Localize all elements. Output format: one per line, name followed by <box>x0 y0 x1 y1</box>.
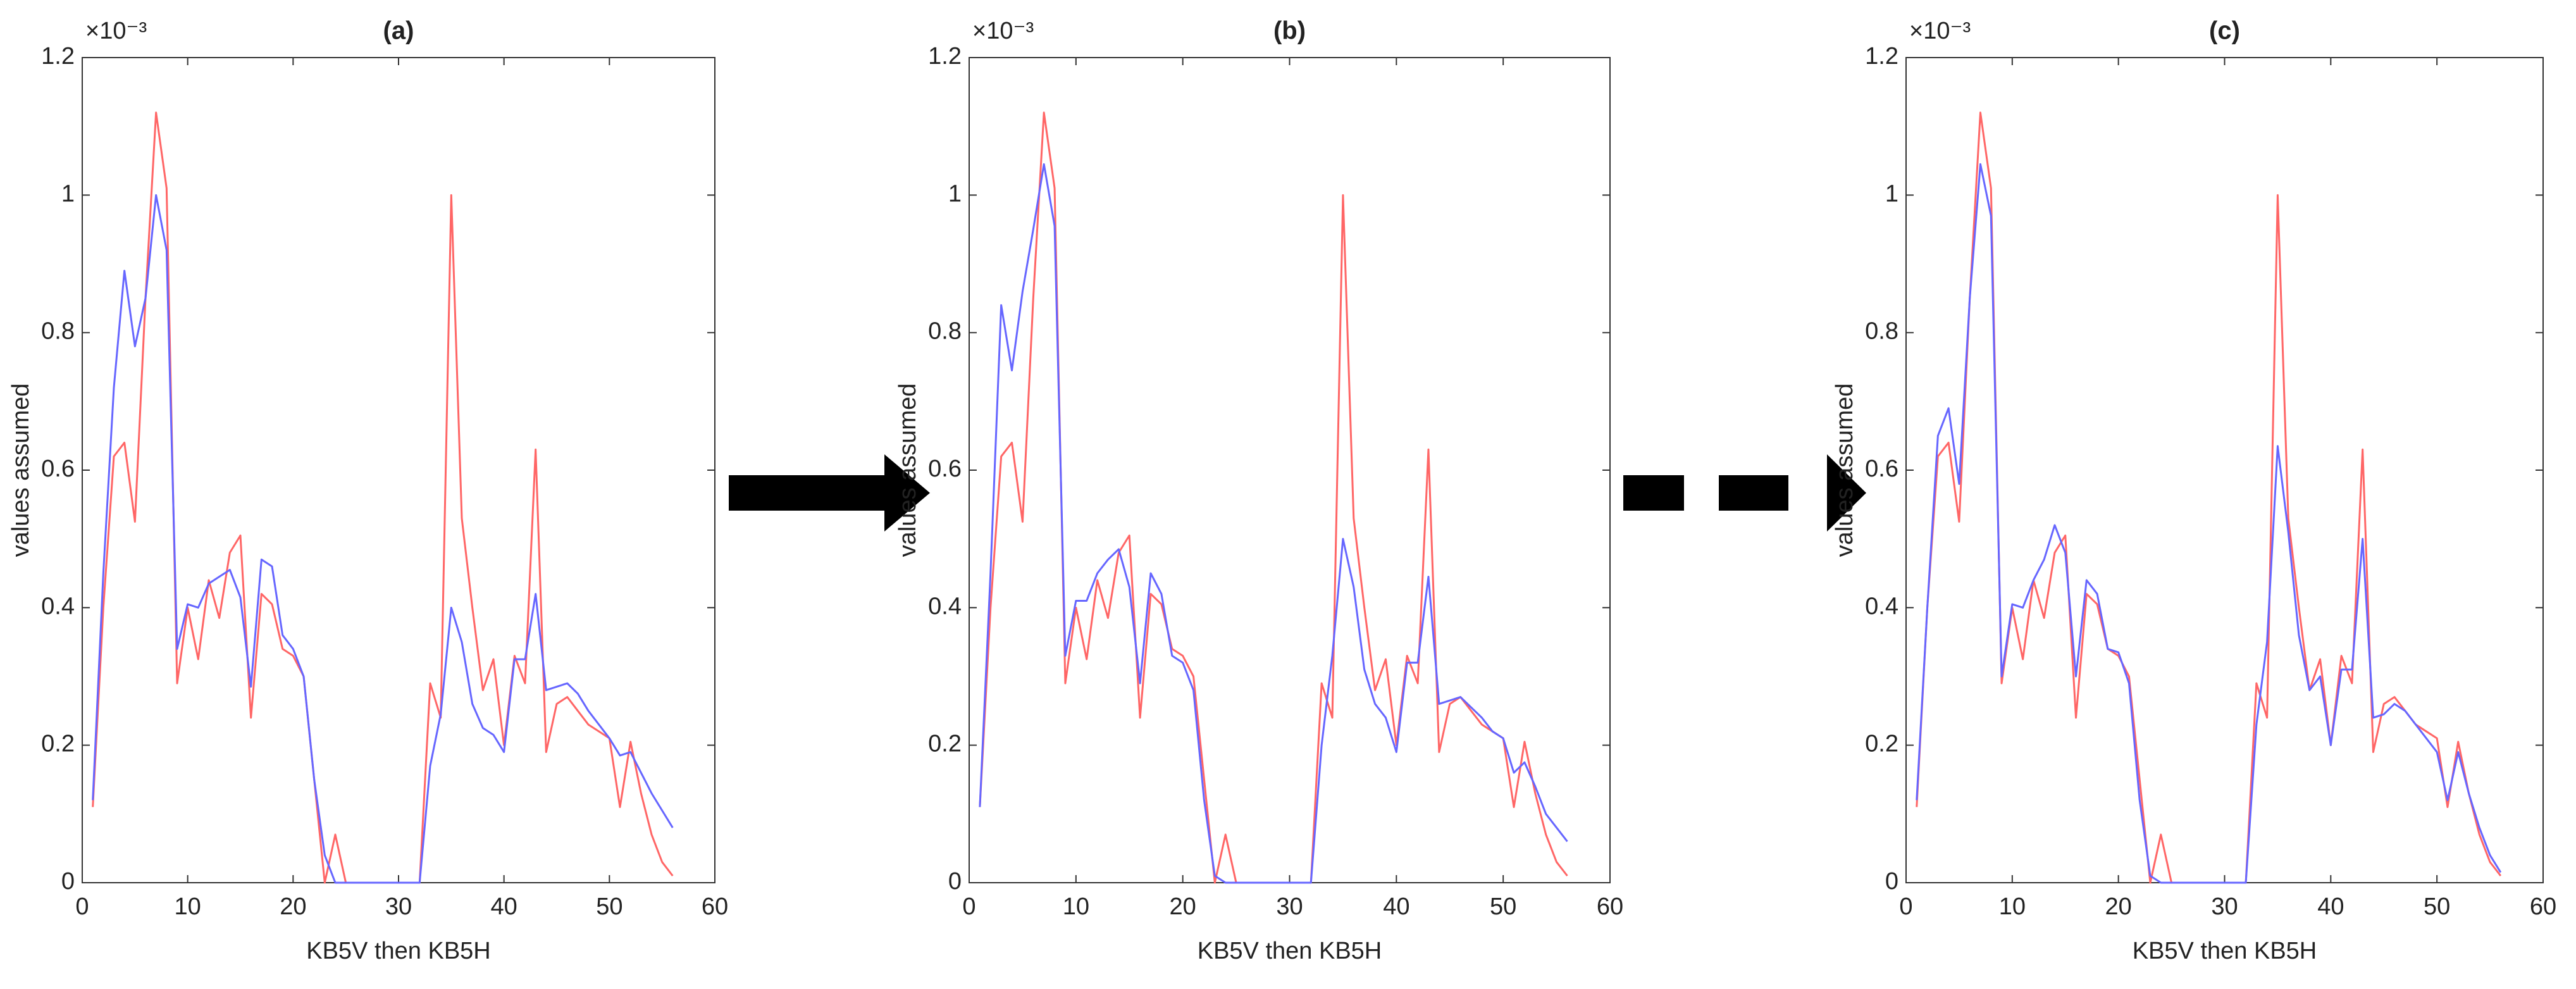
x-tick-label: 60 <box>702 893 728 920</box>
y-exponent: ×10⁻³ <box>972 18 1034 44</box>
arrow-dash <box>1719 475 1788 511</box>
y-tick-label: 0.2 <box>928 731 962 757</box>
data-line <box>1916 163 2502 884</box>
x-tick-label: 60 <box>1597 893 1623 920</box>
y-tick-label: 0.4 <box>1865 593 1898 619</box>
chart-title: (b) <box>1273 17 1306 45</box>
y-tick-label: 1.2 <box>41 43 75 70</box>
chart-title: (a) <box>383 17 414 45</box>
y-tick-label: 1 <box>1885 180 1898 207</box>
x-tick-label: 40 <box>491 893 517 920</box>
chart-panel: 0 0.2 0.4 0.6 0.8 1 1.2 0 10 20 30 40 50 60 (c) KB5V th… <box>1831 17 2556 964</box>
chart-panel: 0 0.2 0.4 0.6 0.8 1 1.2 0 10 20 30 40 50 60 (a) KB5V th… <box>8 17 728 964</box>
y-tick-label: 0.2 <box>41 731 75 757</box>
y-tick-label: 0 <box>1885 868 1898 895</box>
plot-frame <box>82 57 715 883</box>
y-tick-label: 0 <box>948 868 962 895</box>
y-tick-label: 0.2 <box>1865 731 1898 757</box>
x-tick-label: 20 <box>1170 893 1196 920</box>
x-axis-label: KB5V then KB5H <box>306 938 491 964</box>
y-tick-label: 0.4 <box>41 593 75 619</box>
x-tick-label: 30 <box>2211 893 2238 920</box>
y-tick-label: 0.8 <box>1865 318 1898 345</box>
plot-frame <box>1905 57 2544 883</box>
solid-arrow <box>729 454 930 532</box>
y-tick-label: 0.6 <box>928 456 962 482</box>
x-tick-label: 50 <box>1490 893 1516 920</box>
y-tick-label: 0 <box>61 868 75 895</box>
x-tick-label: 0 <box>962 893 975 920</box>
arrow-shaft <box>729 475 886 511</box>
x-tick-label: 10 <box>175 893 201 920</box>
x-tick-label: 40 <box>2317 893 2344 920</box>
x-tick-label: 50 <box>2424 893 2450 920</box>
arrow-head <box>1827 454 1866 532</box>
data-line <box>92 194 674 884</box>
x-tick-label: 60 <box>2530 893 2556 920</box>
arrow-head <box>884 454 930 532</box>
x-tick-label: 10 <box>1999 893 2026 920</box>
y-axis-label: values assumed <box>895 383 921 557</box>
y-tick-label: 0.6 <box>41 456 75 482</box>
y-tick-label: 1.2 <box>1865 43 1898 70</box>
plot-frame <box>969 57 1611 883</box>
y-tick-label: 1 <box>948 180 962 207</box>
dashed-arrow <box>1623 454 1866 532</box>
x-axis-label: KB5V then KB5H <box>2133 938 2317 964</box>
x-tick-label: 0 <box>75 893 89 920</box>
x-tick-label: 20 <box>280 893 306 920</box>
y-axis-label: values assumed <box>8 383 34 557</box>
y-tick-label: 1.2 <box>928 43 962 70</box>
y-exponent: ×10⁻³ <box>85 18 147 44</box>
data-line <box>979 163 1568 884</box>
y-tick-label: 0.8 <box>41 318 75 345</box>
chart-title: (c) <box>2209 17 2240 45</box>
x-tick-label: 10 <box>1063 893 1089 920</box>
y-tick-label: 0.6 <box>1865 456 1898 482</box>
x-tick-label: 50 <box>596 893 622 920</box>
y-axis-label: values assumed <box>1831 383 1858 557</box>
x-tick-label: 30 <box>385 893 412 920</box>
x-tick-label: 40 <box>1383 893 1409 920</box>
chart-panel: 0 0.2 0.4 0.6 0.8 1 1.2 0 10 20 30 40 50 60 (b) KB5V th… <box>895 17 1623 964</box>
y-tick-label: 0.8 <box>928 318 962 345</box>
x-axis-label: KB5V then KB5H <box>1198 938 1382 964</box>
x-tick-label: 0 <box>1899 893 1912 920</box>
x-tick-label: 20 <box>2105 893 2132 920</box>
arrow-dash <box>1623 475 1684 511</box>
y-exponent: ×10⁻³ <box>1909 18 1971 44</box>
y-tick-label: 0.4 <box>928 593 962 619</box>
y-tick-label: 1 <box>61 180 75 207</box>
x-tick-label: 30 <box>1276 893 1303 920</box>
